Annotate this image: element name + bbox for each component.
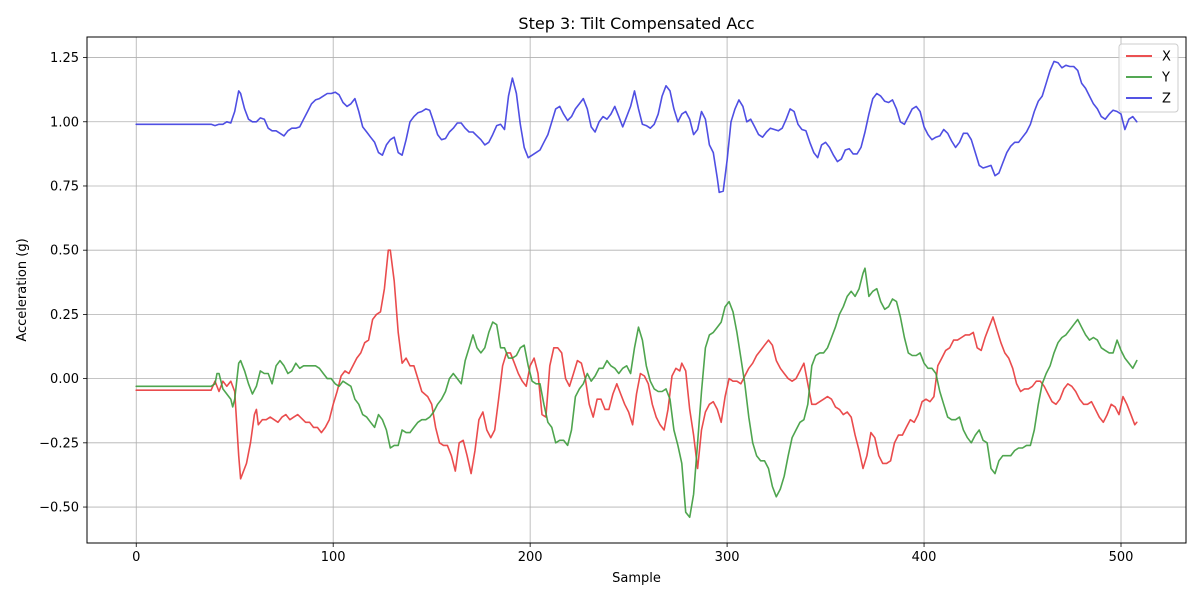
tick-marks: 0 100 200 300 400 500 −0.50 −0.25 0.00 0.25 0.50 0.… [39,51,1133,565]
legend-label-x: X [1162,50,1171,65]
chart-title: Step 3: Tilt Compensated Acc [518,14,754,33]
series-layer [135,60,1138,519]
x-tick-label: 300 [715,550,740,565]
series-line-z [135,60,1138,194]
x-axis-title: Sample [612,571,661,586]
series-line-y [135,267,1138,519]
legend-label-z: Z [1162,92,1171,107]
x-tick-label: 100 [321,550,346,565]
y-tick-label: 0.25 [50,308,79,323]
y-tick-label: −0.50 [39,501,79,516]
x-tick-label: 200 [518,550,543,565]
y-tick-label: 1.25 [50,51,79,66]
y-axis-title: Acceleration (g) [15,238,30,341]
legend-label-y: Y [1161,71,1170,86]
y-tick-label: 0.50 [50,244,79,259]
series-line-x [135,249,1138,480]
plot-area-frame [86,36,1187,544]
legend-box [1118,43,1179,113]
y-tick-label: 0.00 [50,372,79,387]
x-tick-label: 500 [1109,550,1134,565]
y-tick-label: 1.00 [50,115,79,130]
y-tick-label: −0.25 [39,436,79,451]
x-tick-label: 400 [912,550,937,565]
grid-lines [87,37,1186,543]
y-tick-label: 0.75 [50,179,79,194]
legend: XYZ [1118,43,1179,113]
x-tick-label: 0 [132,550,140,565]
